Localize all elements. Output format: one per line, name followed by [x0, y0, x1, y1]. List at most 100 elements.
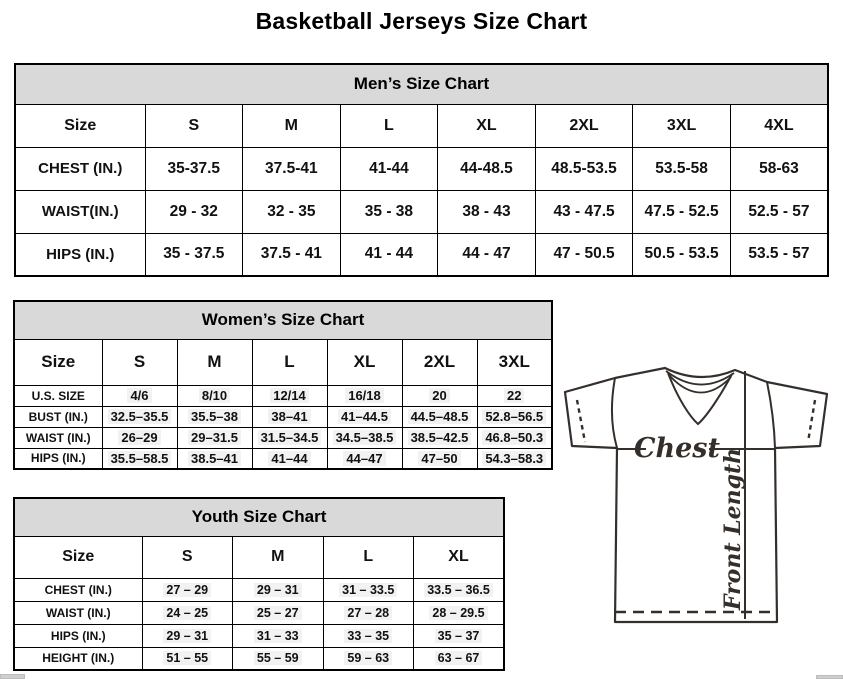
men-row-label: CHEST (IN.): [14, 146, 146, 191]
mens-size-chart-table: Men’s Size Chart Size S M L XL 2XL 3XL 4XL CHEST …: [14, 63, 829, 277]
youth-size-value-cell: 27 – 28: [322, 600, 414, 625]
men-column-header-l: L: [339, 103, 439, 148]
youth-size-value-cell: 29 – 31: [232, 577, 324, 602]
youth-size-value-cell: 59 – 63: [322, 646, 414, 671]
women-size-value-cell-text: 38–41: [268, 409, 311, 424]
youth-size-value-cell-text: 59 – 63: [344, 651, 393, 666]
page-title: Basketball Jerseys Size Chart: [255, 8, 588, 34]
men-size-value-cell-text: 37.5 - 41: [260, 245, 322, 263]
left-cuff-dashes: [575, 399, 587, 443]
youth-column-header-l: L: [322, 535, 414, 579]
women-size-value-cell-text: 46.8–50.3: [482, 430, 547, 445]
youth-size-value-cell-text: 63 – 67: [434, 651, 483, 666]
youth-size-value-cell: 27 – 29: [141, 577, 233, 602]
men-column-header-xl: XL: [437, 103, 536, 148]
women-size-value-cell: 26–29: [101, 426, 178, 449]
men-size-value-cell: 35 - 37.5: [144, 232, 244, 277]
men-size-value-cell-text: 58-63: [759, 159, 799, 177]
collar-line-1: [665, 370, 735, 386]
youth-size-value-cell-text: 28 – 29.5: [429, 605, 488, 620]
men-size-value-cell: 37.5-41: [242, 146, 341, 191]
youth-table-row: HIPS (IN.) 29 – 31 31 – 33 33 – 35 35 – 37: [13, 623, 505, 648]
men-size-value-cell: 58-63: [729, 146, 829, 191]
women-size-value-cell: 38–41: [251, 405, 328, 428]
men-size-value-cell: 32 - 35: [242, 189, 341, 234]
women-size-value-cell-text: 44–47: [343, 450, 386, 466]
men-table-row: CHEST (IN.) 35-37.5 37.5-41 41-44 44-48.5 48.…: [14, 146, 829, 191]
women-size-value-cell-text: 44.5–48.5: [407, 409, 472, 424]
men-size-value-cell-text: 29 - 32: [169, 202, 218, 220]
youth-size-value-cell-text: 29 – 31: [253, 582, 302, 597]
youth-row-label: WAIST (IN.): [13, 600, 143, 625]
youth-size-value-cell: 55 – 59: [232, 646, 324, 671]
men-table-row: WAIST(IN.) 29 - 32 32 - 35 35 - 38 38 - 43 43…: [14, 189, 829, 234]
women-table-row: WAIST (IN.) 26–29 29–31.5 31.5–34.5 34.5–38.…: [13, 426, 553, 449]
women-table-row: HIPS (IN.) 35.5–58.5 38.5–41 41–44 44–47 47–5…: [13, 447, 553, 470]
women-size-value-cell-text: 41–44: [268, 450, 311, 466]
youth-size-value-cell-text: 55 – 59: [253, 651, 302, 666]
youth-size-table-grid: Youth Size Chart Size S M L XL CHEST (IN.) 27 –…: [13, 497, 505, 671]
women-table-title: Women’s Size Chart: [13, 300, 553, 340]
men-column-header-s: S: [144, 103, 244, 148]
left-armhole-seam: [610, 377, 618, 449]
women-size-value-cell: 41–44: [251, 447, 328, 470]
youth-size-value-cell: 33 – 35: [322, 623, 414, 648]
men-size-table-grid: Men’s Size Chart Size S M L XL 2XL 3XL 4XL CHEST …: [14, 63, 829, 277]
men-table-title: Men’s Size Chart: [14, 63, 829, 105]
women-size-value-cell: 22: [476, 384, 553, 407]
youth-size-value-cell: 33.5 – 36.5: [413, 577, 505, 602]
women-size-value-cell: 16/18: [326, 384, 403, 407]
men-size-value-cell: 44-48.5: [437, 146, 536, 191]
women-size-value-cell-text: 12/14: [270, 388, 309, 403]
women-size-value-cell: 38.5–42.5: [401, 426, 478, 449]
women-column-header-l: L: [251, 338, 328, 386]
women-size-value-cell: 54.3–58.3: [476, 447, 553, 470]
women-size-value-cell-text: 16/18: [345, 388, 384, 403]
women-column-header-xl: XL: [326, 338, 403, 386]
women-row-label: HIPS (IN.): [13, 447, 103, 470]
youth-size-value-cell-text: 33 – 35: [344, 628, 393, 643]
women-size-value-cell: 31.5–34.5: [251, 426, 328, 449]
women-column-header-2xl: 2XL: [401, 338, 478, 386]
women-size-value-cell-text: 32.5–35.5: [107, 409, 172, 424]
men-size-value-cell: 29 - 32: [144, 189, 244, 234]
youth-size-value-cell: 29 – 31: [141, 623, 233, 648]
men-size-value-cell: 50.5 - 53.5: [632, 232, 731, 277]
men-size-value-cell-text: 47.5 - 52.5: [644, 202, 719, 220]
youth-size-value-cell-text: 35 – 37: [434, 628, 483, 643]
men-size-value-cell: 35-37.5: [144, 146, 244, 191]
youth-size-value-cell-text: 27 – 29: [163, 582, 212, 597]
womens-size-chart-table: Women’s Size Chart Size S M L XL 2XL 3XL U.S. SI…: [13, 300, 553, 470]
v-neck-line: [667, 372, 733, 426]
men-size-value-cell: 52.5 - 57: [729, 189, 829, 234]
men-size-value-cell-text: 41 - 44: [364, 245, 414, 263]
men-size-value-cell-text: 35 - 38: [364, 202, 414, 220]
women-column-header-s: S: [101, 338, 178, 386]
women-size-value-cell-text: 41–44.5: [338, 409, 391, 424]
youth-size-value-cell-text: 31 – 33.5: [339, 582, 398, 597]
youth-size-value-cell: 63 – 67: [413, 646, 505, 671]
youth-size-value-cell: 25 – 27: [232, 600, 324, 625]
women-size-value-cell: 12/14: [251, 384, 328, 407]
men-size-value-cell: 53.5-58: [632, 146, 731, 191]
men-size-value-cell: 38 - 43: [437, 189, 536, 234]
men-size-value-cell: 47 - 50.5: [534, 232, 634, 277]
men-size-value-cell: 53.5 - 57: [729, 232, 829, 277]
youth-row-label: HIPS (IN.): [13, 623, 143, 648]
collar-line-2: [668, 374, 732, 394]
youth-size-value-cell-text: 33.5 – 36.5: [424, 582, 493, 597]
men-size-value-cell: 37.5 - 41: [242, 232, 341, 277]
women-size-header: Size: [13, 338, 103, 386]
women-size-value-cell: 47–50: [401, 447, 478, 470]
men-size-value-cell: 48.5-53.5: [534, 146, 634, 191]
youth-size-chart-table: Youth Size Chart Size S M L XL CHEST (IN.) 27 –…: [13, 497, 505, 671]
front-length-label: Front Length: [720, 448, 746, 611]
women-size-value-cell: 52.8–56.5: [476, 405, 553, 428]
youth-size-value-cell: 28 – 29.5: [413, 600, 505, 625]
youth-row-label: HEIGHT (IN.): [13, 646, 143, 671]
youth-size-value-cell: 31 – 33: [232, 623, 324, 648]
youth-table-row: WAIST (IN.) 24 – 25 25 – 27 27 – 28 28 – 29.…: [13, 600, 505, 625]
women-size-value-cell: 38.5–41: [176, 447, 253, 470]
men-column-header-2xl: 2XL: [534, 103, 634, 148]
youth-size-value-cell-text: 24 – 25: [163, 605, 212, 620]
